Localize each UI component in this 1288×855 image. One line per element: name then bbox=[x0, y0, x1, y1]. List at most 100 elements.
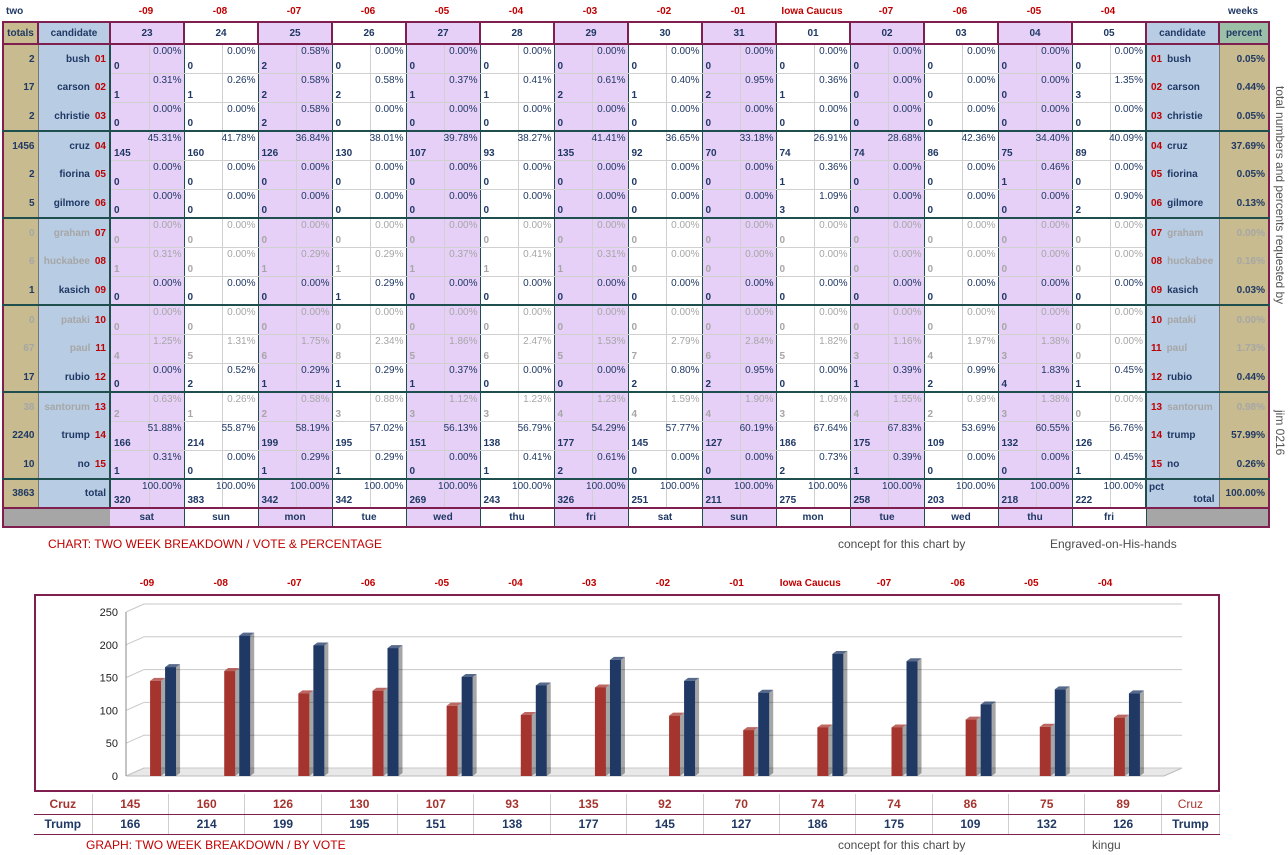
cruz-value: 145 bbox=[92, 794, 169, 815]
vote-count: 145 bbox=[114, 147, 131, 159]
cell-divider bbox=[814, 73, 816, 101]
vote-percent: 0.00% bbox=[375, 103, 404, 115]
candidate-name: santorum bbox=[44, 401, 90, 413]
vote-percent: 0.00% bbox=[967, 46, 996, 57]
vote-percent: 0.29% bbox=[301, 364, 330, 376]
cell-divider bbox=[444, 334, 446, 362]
vote-percent: 0.00% bbox=[227, 277, 256, 289]
weekday-label: tue bbox=[850, 508, 925, 528]
vote-percent: 0.00% bbox=[1041, 46, 1070, 57]
vote-cell: 0.00% 0 bbox=[110, 160, 185, 190]
vote-percent: 0.00% bbox=[745, 248, 774, 260]
cell-divider bbox=[222, 393, 224, 420]
vote-cell: 0.00% 0 bbox=[480, 218, 555, 248]
cell-divider bbox=[962, 421, 964, 449]
total-count: 326 bbox=[557, 495, 575, 506]
vote-percent: 0.37% bbox=[449, 364, 478, 376]
vote-cell: 0.31% 1 bbox=[110, 247, 185, 277]
cell-divider bbox=[1110, 102, 1112, 129]
cruz-value: 160 bbox=[168, 794, 246, 815]
vote-percent: 1.16% bbox=[893, 335, 922, 347]
vote-count: 5 bbox=[557, 350, 564, 362]
cell-divider bbox=[814, 132, 816, 159]
vote-percent: 0.00% bbox=[227, 248, 256, 260]
candidate-number: 01 bbox=[94, 53, 106, 65]
cruz-value: 130 bbox=[321, 794, 399, 815]
cell-divider bbox=[518, 247, 520, 275]
trump-value: 214 bbox=[168, 814, 246, 835]
candidate-number: 05 bbox=[94, 169, 106, 180]
vote-count: 0 bbox=[779, 379, 786, 390]
vote-count: 1 bbox=[409, 89, 416, 101]
vote-cell: 0.00% 0 bbox=[332, 189, 407, 219]
cell-divider bbox=[518, 132, 520, 159]
cruz-value: 89 bbox=[1084, 794, 1162, 815]
cell-divider bbox=[1036, 421, 1038, 449]
vote-count: 0 bbox=[853, 60, 860, 72]
vote-percent: 41.41% bbox=[591, 133, 626, 144]
cell-divider bbox=[370, 306, 372, 333]
candidate-label-right: 05 fiorina bbox=[1145, 160, 1219, 189]
total-count: 383 bbox=[187, 495, 205, 506]
vote-percent: 0.00% bbox=[301, 277, 330, 289]
total-count: 211 bbox=[705, 495, 722, 506]
cell-divider bbox=[962, 334, 964, 362]
vote-count: 1 bbox=[114, 263, 120, 275]
vote-percent: 0.00% bbox=[893, 74, 922, 86]
cell-divider bbox=[148, 73, 150, 101]
vote-cell: 0.00% 0 bbox=[554, 218, 629, 248]
candidate-label-left: huckabee 08 bbox=[38, 247, 111, 276]
cell-divider bbox=[444, 363, 446, 390]
candidate-name: carson bbox=[57, 82, 90, 93]
vote-percent: 0.00% bbox=[819, 220, 848, 231]
candidate-label-left: pataki 10 bbox=[38, 305, 111, 334]
cell-divider bbox=[222, 189, 224, 216]
weekday-label: wed bbox=[406, 508, 481, 528]
candidate-percent: 0.05% bbox=[1218, 160, 1270, 189]
vote-cell: 0.00% 0 bbox=[554, 160, 629, 190]
cell-divider bbox=[518, 393, 520, 420]
trump-value: 126 bbox=[1084, 814, 1162, 835]
cruz-value: 126 bbox=[244, 794, 322, 815]
vote-cell: 0.41% 1 bbox=[480, 247, 555, 277]
vote-count: 0 bbox=[261, 234, 268, 246]
vote-percent: 0.31% bbox=[153, 74, 182, 86]
cell-divider bbox=[814, 276, 816, 303]
vote-cell: 0.58% 2 bbox=[258, 44, 333, 74]
vote-count: 2 bbox=[261, 89, 268, 101]
vote-cell: 1.09% 3 bbox=[776, 189, 851, 219]
vote-count: 0 bbox=[409, 118, 416, 129]
vote-count: 0 bbox=[483, 205, 490, 216]
trump-value: 177 bbox=[550, 814, 628, 835]
cell-divider bbox=[370, 450, 372, 477]
vote-cell: 0.40% 1 bbox=[628, 73, 703, 103]
cell-divider bbox=[814, 334, 816, 362]
gridline-depth bbox=[125, 767, 145, 777]
candidate-number: 02 bbox=[1151, 82, 1163, 93]
cell-divider bbox=[592, 102, 594, 129]
vote-cell: 0.00% 0 bbox=[850, 44, 925, 74]
trump-bar bbox=[461, 673, 477, 776]
vote-count: 0 bbox=[335, 321, 342, 333]
cell-divider bbox=[370, 421, 372, 449]
vote-cell: 0.00% 0 bbox=[184, 189, 259, 219]
candidate-total: 5 bbox=[2, 189, 39, 219]
cell-divider bbox=[962, 189, 964, 216]
cruz-bar bbox=[150, 677, 166, 776]
weekday-label: tue bbox=[332, 508, 407, 528]
vote-percent: 0.52% bbox=[227, 364, 256, 376]
top-day-label: -02 bbox=[656, 6, 672, 17]
vote-count: 0 bbox=[779, 321, 786, 333]
weekday-label: sat bbox=[110, 508, 185, 528]
vote-count: 0 bbox=[927, 205, 934, 216]
vote-count: 0 bbox=[927, 292, 934, 303]
vote-cell: 0.00% 0 bbox=[110, 218, 185, 248]
cruz-value: 107 bbox=[397, 794, 475, 815]
vote-percent: 0.63% bbox=[153, 394, 182, 405]
vote-percent: 0.00% bbox=[819, 46, 848, 57]
cell-divider bbox=[148, 102, 150, 129]
vote-count: 1 bbox=[335, 466, 342, 477]
candidate-percent: 0.44% bbox=[1218, 363, 1270, 393]
vote-percent: 58.19% bbox=[295, 422, 330, 434]
y-tick-label: 200 bbox=[100, 640, 118, 652]
